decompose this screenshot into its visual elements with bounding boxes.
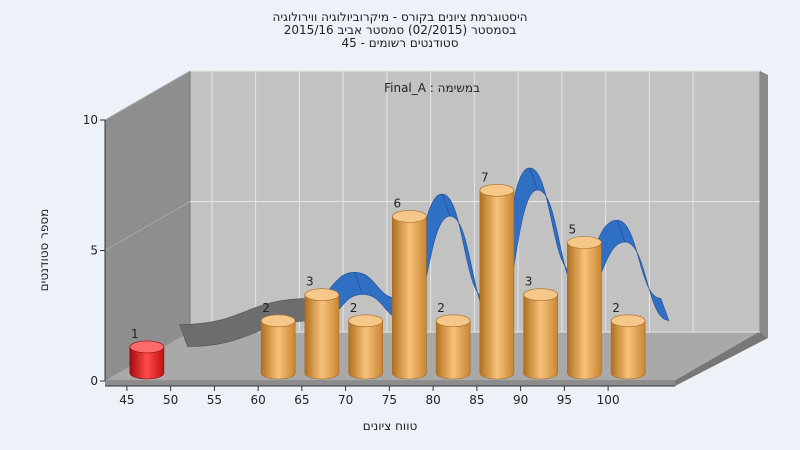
y-tick-label: 0	[90, 374, 98, 388]
bar	[523, 288, 558, 380]
chart-back-wall-edge	[760, 71, 768, 338]
bar-value-label: 3	[306, 275, 314, 289]
gridline-side	[104, 201, 191, 251]
bar-body	[567, 242, 602, 380]
bar	[260, 314, 296, 380]
bar-body	[348, 320, 383, 380]
bar-body	[392, 216, 427, 380]
bar-cap	[129, 340, 165, 354]
bar-cap	[304, 288, 340, 302]
bar-body	[435, 320, 471, 380]
bar-value-label: 6	[394, 196, 402, 210]
bar	[567, 236, 602, 380]
bar	[479, 184, 515, 380]
chart-title-line-1: היסטוגרמת ציונים בקורס - מיקרוביולוגיה ו…	[272, 10, 528, 24]
bar-value-label: 2	[262, 301, 270, 315]
x-tick-label: 50	[163, 393, 178, 407]
bar	[348, 314, 383, 380]
y-tick-label: 5	[90, 244, 98, 258]
bar-cap	[610, 314, 646, 328]
chart-floor-right-edge	[675, 332, 768, 386]
bar-value-label: 7	[481, 170, 489, 184]
bar-cap	[392, 210, 427, 223]
chart-floor-front-edge	[105, 381, 675, 386]
bar	[610, 314, 646, 380]
bar-cap	[348, 314, 383, 328]
bar-cap	[260, 314, 296, 328]
chart-task-label: במשימה : Final_A	[384, 81, 480, 95]
bar-body	[523, 294, 558, 380]
x-tick-label: 65	[294, 393, 309, 407]
bar	[129, 340, 165, 380]
bar-body	[610, 320, 646, 380]
x-tick-label: 45	[119, 393, 134, 407]
bar	[304, 288, 340, 380]
x-tick-label: 100	[597, 393, 620, 407]
bar-value-label: 2	[612, 301, 620, 315]
bar-value-label: 3	[525, 275, 533, 289]
chart-title-line-3: סטודנטים רשומים - 45	[341, 36, 459, 50]
bar-cap	[479, 184, 515, 197]
x-tick-label: 80	[425, 393, 440, 407]
gridline-side	[104, 70, 191, 121]
bar-body	[479, 190, 515, 380]
x-axis-title: טווח ציונים	[363, 419, 418, 433]
y-tick-label: 10	[83, 113, 98, 127]
ribbon-segment	[616, 219, 670, 321]
x-tick-label: 90	[513, 393, 528, 407]
x-tick-label: 60	[250, 393, 265, 407]
bar-value-label: 2	[437, 301, 445, 315]
x-tick-label: 75	[382, 393, 397, 407]
bar-value-label: 2	[350, 301, 358, 315]
bar	[392, 210, 427, 380]
y-axis-title: מספר סטודנטים	[37, 209, 51, 292]
bar-body	[304, 294, 340, 380]
bar-value-label: 1	[131, 327, 139, 341]
bar	[435, 314, 471, 380]
bar-cap	[567, 236, 602, 249]
x-tick-label: 85	[469, 393, 484, 407]
bar-body	[260, 320, 296, 380]
x-tick-label: 95	[557, 393, 572, 407]
bar-value-label: 5	[569, 223, 577, 237]
bar-cap	[523, 288, 558, 302]
x-tick-label: 70	[338, 393, 353, 407]
chart-title-line-2: בסמסטר (02/2015) סמסטר אביב 2015/16	[283, 23, 517, 37]
bar-cap	[435, 314, 471, 328]
x-tick-label: 55	[207, 393, 222, 407]
bar-body	[129, 346, 165, 380]
